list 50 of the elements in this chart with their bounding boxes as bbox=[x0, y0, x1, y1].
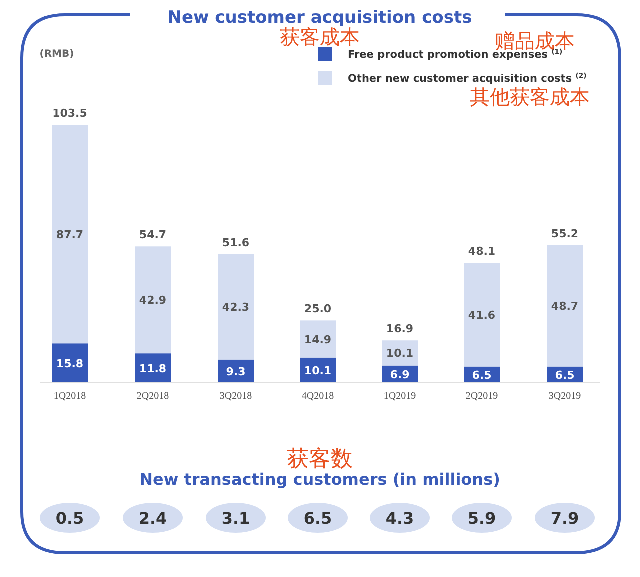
bar bbox=[464, 263, 500, 367]
bar bbox=[382, 340, 418, 366]
data-label: 10.1 bbox=[304, 364, 332, 378]
x-tick-label: 2Q2018 bbox=[136, 391, 170, 402]
data-label: 6.9 bbox=[390, 368, 410, 382]
data-label: 6.5 bbox=[472, 368, 492, 382]
total-label: 51.6 bbox=[222, 236, 250, 250]
data-label: 5.9 bbox=[468, 509, 496, 528]
bar bbox=[52, 344, 88, 383]
data-label: 42.3 bbox=[222, 301, 250, 314]
data-label: 4.3 bbox=[386, 509, 414, 528]
text: New transacting customers (in millions) bbox=[140, 470, 500, 489]
y-axis-title: (RMB) bbox=[40, 49, 74, 60]
text: 获客成本 bbox=[280, 25, 360, 49]
legend-label: Other new customer acquisition costs $^{(2)}$ bbox=[348, 72, 587, 85]
bar bbox=[52, 125, 88, 344]
data-label: 11.8 bbox=[139, 362, 167, 376]
data-label: 10.1 bbox=[386, 347, 414, 360]
text: 其他获客成本 bbox=[470, 85, 590, 109]
data-label: 41.6 bbox=[468, 308, 496, 322]
data-label: 7.9 bbox=[550, 509, 580, 528]
data-label: 3.1 bbox=[222, 509, 250, 528]
bar bbox=[300, 320, 336, 358]
bar bbox=[218, 254, 254, 360]
data-label: 6.5 bbox=[304, 509, 332, 528]
chart-title: New customer acquisition costs bbox=[168, 8, 472, 28]
total-label: 25.0 bbox=[304, 302, 332, 316]
bar bbox=[547, 245, 583, 367]
total-label: 48.1 bbox=[468, 245, 496, 258]
data-label: 87.7 bbox=[56, 228, 84, 242]
data-label: 6.5 bbox=[555, 368, 575, 382]
data-label: 48.7 bbox=[551, 300, 579, 314]
x-tick-label: 2Q2019 bbox=[466, 391, 498, 402]
total-label: 54.7 bbox=[139, 228, 167, 242]
x-tick-label: 3Q2018 bbox=[220, 391, 252, 402]
data-label: 9.3 bbox=[226, 365, 246, 378]
total-label: 55.2 bbox=[551, 227, 579, 240]
x-tick-label: 1Q2018 bbox=[54, 391, 86, 402]
data-label: 15.8 bbox=[56, 357, 84, 370]
text: 获客数 bbox=[287, 447, 353, 472]
x-tick-label: 4Q2018 bbox=[302, 391, 334, 402]
total-label: 16.9 bbox=[386, 322, 414, 336]
total-label: 103.5 bbox=[52, 107, 88, 120]
bar bbox=[135, 246, 171, 354]
x-tick-label: 3Q2019 bbox=[548, 391, 582, 402]
data-label: 2.4 bbox=[138, 509, 168, 528]
data-label: 14.9 bbox=[304, 333, 332, 346]
x-tick-label: 1Q2019 bbox=[384, 391, 416, 402]
data-label: 0.5 bbox=[56, 509, 84, 528]
data-label: 42.9 bbox=[139, 294, 167, 308]
